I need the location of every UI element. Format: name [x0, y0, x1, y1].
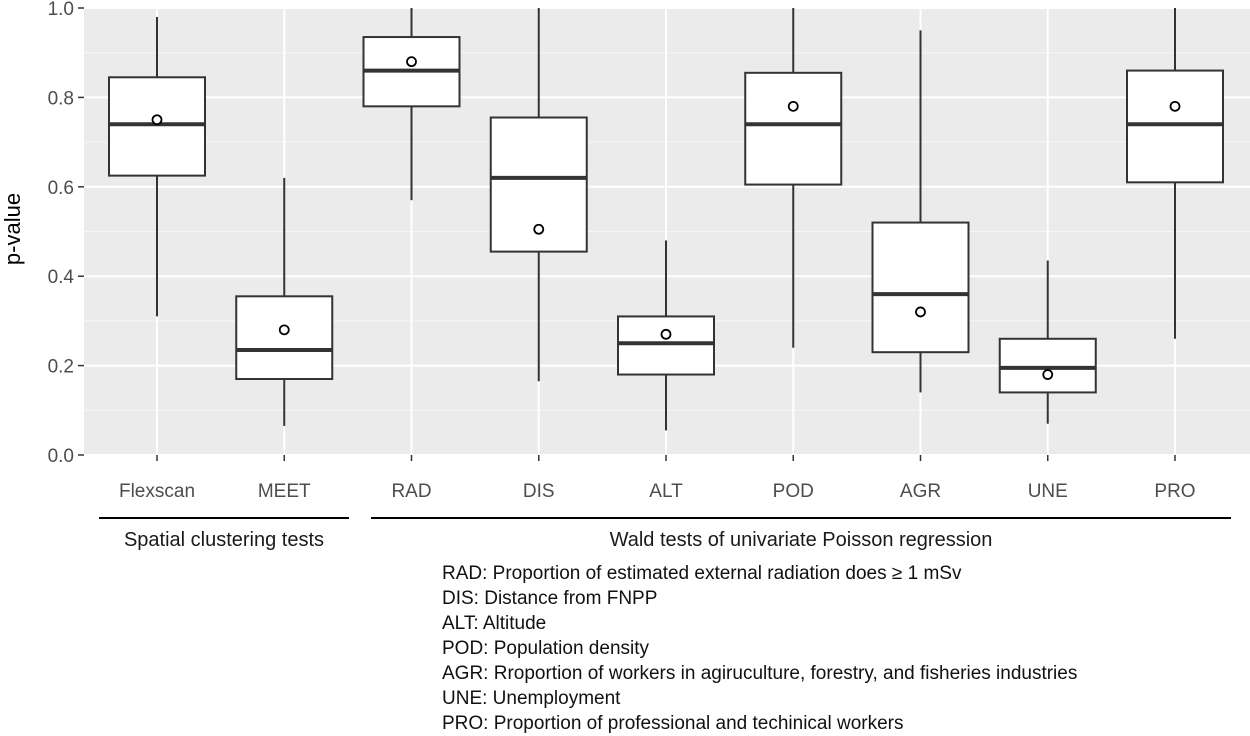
group-brackets: Spatial clustering tests Wald tests of un…: [99, 517, 1231, 551]
y-axis: 0.0 0.2 0.4 0.6 0.8 1.0: [48, 0, 84, 467]
x-tick-label: Flexscan: [119, 481, 195, 502]
box-dis: [489, 8, 588, 382]
y-tick-label: 0.0: [48, 446, 74, 467]
legend-note: AGR: Rroportion of workers in agirucultu…: [442, 663, 1078, 684]
y-tick-label: 1.0: [48, 0, 74, 20]
legend-note: ALT: Altitude: [442, 613, 547, 634]
mean-marker: [915, 306, 926, 318]
x-tick-label: MEET: [258, 481, 311, 502]
mean-marker: [278, 324, 290, 336]
mean-marker: [533, 223, 545, 235]
y-tick-label: 0.4: [48, 267, 75, 288]
mean-marker: [787, 100, 799, 112]
box-une: [998, 260, 1097, 424]
box-flexscan: [108, 16, 206, 317]
x-tick-label: PRO: [1154, 481, 1195, 502]
y-tick-label: 0.8: [48, 88, 74, 109]
box-iqr: [235, 295, 334, 381]
box-iqr: [871, 221, 970, 354]
box-meet: [235, 177, 334, 426]
legend-note: PRO: Proportion of professional and tech…: [442, 713, 904, 734]
box-agr: [871, 30, 970, 393]
group-label: Wald tests of univariate Poisson regress…: [610, 529, 993, 551]
box-rad: [362, 8, 461, 201]
y-tick-label: 0.6: [48, 178, 74, 199]
boxplot-chart: 0.0 0.2 0.4 0.6 0.8 1.0 Flexscan MEET RAD DIS ALT…: [0, 0, 1250, 551]
box-iqr: [617, 315, 715, 376]
x-axis: Flexscan MEET RAD DIS ALT POD AGR UNE PRO: [119, 455, 1196, 502]
group-label: Spatial clustering tests: [124, 529, 324, 551]
mean-marker: [1042, 369, 1054, 380]
x-tick-label: ALT: [649, 481, 683, 502]
legend-note: DIS: Distance from FNPP: [442, 588, 658, 609]
x-tick-label: POD: [773, 481, 814, 502]
boxes: [108, 8, 1224, 431]
box-pod: [744, 8, 843, 348]
box-iqr: [1126, 69, 1224, 184]
box-iqr: [108, 76, 206, 177]
y-axis-label: p-value: [0, 193, 25, 265]
x-tick-label: AGR: [900, 481, 941, 502]
mean-marker: [406, 56, 417, 68]
mean-marker: [660, 328, 672, 340]
box-iqr: [998, 337, 1097, 394]
box-pro: [1126, 8, 1224, 339]
legend-note: POD: Population density: [442, 638, 650, 659]
x-tick-label: DIS: [523, 481, 555, 502]
legend-note: UNE: Unemployment: [442, 688, 621, 709]
mean-marker: [151, 114, 163, 126]
box-iqr: [744, 71, 843, 186]
mean-marker: [1169, 100, 1181, 112]
legend-note: RAD: Proportion of estimated external ra…: [442, 563, 962, 584]
box-alt: [617, 240, 715, 431]
abbreviation-legend: RAD: Proportion of estimated external ra…: [442, 561, 1077, 736]
y-tick-label: 0.2: [48, 357, 74, 378]
x-tick-label: UNE: [1028, 481, 1068, 502]
x-tick-label: RAD: [391, 481, 431, 502]
